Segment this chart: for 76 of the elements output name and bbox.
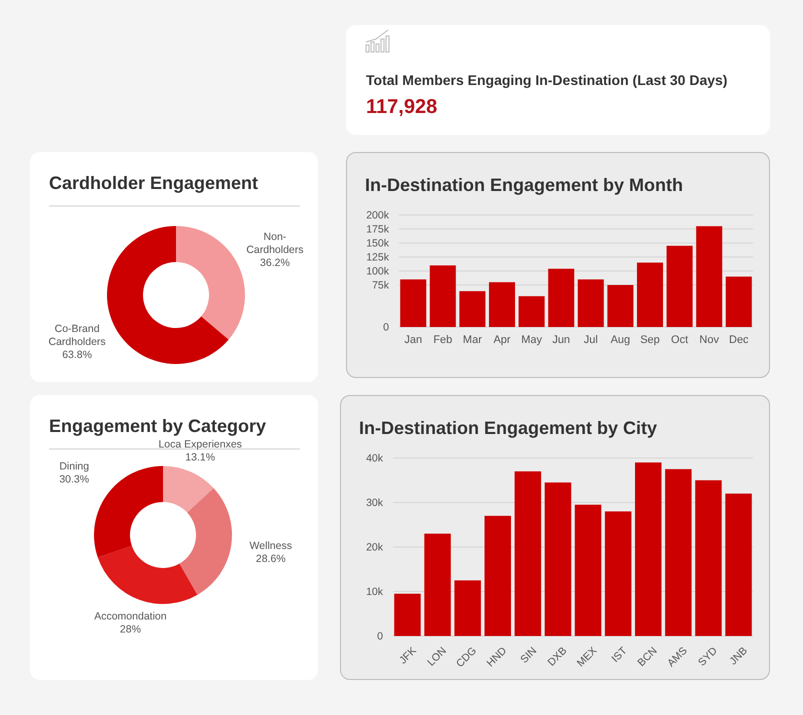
chart-title: In-Destination Engagement by City <box>359 418 658 438</box>
bar <box>578 279 604 327</box>
y-tick-label: 200k <box>366 210 390 222</box>
x-tick-label: Mar <box>462 334 482 346</box>
x-tick-label: Dec <box>729 334 750 346</box>
bar <box>725 494 752 636</box>
data-label: 28% <box>120 624 141 636</box>
x-tick-label: JFK <box>397 644 419 667</box>
bar <box>574 504 602 636</box>
bar <box>696 226 722 327</box>
y-tick-label: 125k <box>366 252 390 264</box>
x-tick-label: SIN <box>518 644 540 666</box>
bar <box>548 268 574 327</box>
chart-title: In-Destination Engagement by Month <box>365 175 683 195</box>
y-tick-label: 40k <box>366 452 384 465</box>
x-tick-label: Jul <box>584 334 598 346</box>
y-tick-label: 100k <box>366 266 390 278</box>
bar <box>666 246 693 327</box>
donut-slice <box>98 546 198 604</box>
bar <box>607 285 634 327</box>
x-tick-label: May <box>521 334 542 346</box>
data-label: 28.6% <box>256 552 286 565</box>
bar <box>665 469 692 636</box>
bar <box>454 580 481 636</box>
data-label: 63.8% <box>62 348 92 361</box>
x-tick-label: Aug <box>610 334 630 346</box>
y-tick-label: 150k <box>366 238 390 250</box>
donut-slice <box>176 226 245 340</box>
bar <box>636 262 664 327</box>
x-tick-label: JNB <box>727 644 750 668</box>
x-tick-label: Jan <box>404 334 422 346</box>
slice-label: Dining <box>59 460 90 472</box>
slice-label: Accomondation <box>94 610 167 623</box>
data-label: 30.3% <box>59 473 90 486</box>
bar <box>518 296 545 327</box>
y-tick-label: 10k <box>366 586 384 598</box>
bar <box>544 482 572 636</box>
bar <box>488 282 516 327</box>
bar <box>459 291 486 327</box>
slice-label: Loca Experienxes <box>158 438 242 450</box>
slice-label: Co-Brand Cardholders <box>48 322 106 348</box>
data-label: 13.1% <box>185 451 216 464</box>
donut-slice <box>94 466 163 558</box>
donut-slice <box>107 226 229 364</box>
x-tick-label: Oct <box>671 334 688 346</box>
y-tick-label: 30k <box>366 497 384 510</box>
y-tick-label: 0 <box>383 322 390 334</box>
x-tick-label: Feb <box>433 334 452 346</box>
chart-title: Cardholder Engagement <box>49 173 258 193</box>
y-tick-label: 75k <box>372 280 390 292</box>
slice-label: Wellness <box>250 540 292 552</box>
y-tick-label: 20k <box>366 542 384 554</box>
donut-slice <box>163 466 214 513</box>
bar <box>726 276 752 327</box>
x-tick-label: IST <box>609 644 630 665</box>
text: Total Members Engaging In-Destination (Last 30 Days) <box>366 72 728 88</box>
chart-title: Engagement by Category <box>49 416 266 436</box>
bar <box>484 516 511 636</box>
bar <box>400 279 426 327</box>
x-tick-label: Apr <box>493 334 511 346</box>
slice-label: Non-Cardholders <box>246 231 304 256</box>
donut-slice <box>179 488 232 595</box>
text: 117,928 <box>366 96 438 118</box>
bar <box>695 480 722 636</box>
x-tick-label: Sep <box>640 334 660 346</box>
bar <box>604 511 632 636</box>
x-tick-label: Nov <box>699 334 720 346</box>
y-tick-label: 0 <box>377 630 384 643</box>
bar <box>430 265 456 327</box>
bar <box>394 594 421 636</box>
x-tick-label: Jun <box>552 334 570 346</box>
bar <box>514 471 542 636</box>
y-tick-label: 175k <box>366 224 390 236</box>
data-label: 36.2% <box>260 257 290 270</box>
bar <box>635 462 662 636</box>
bar <box>424 534 451 636</box>
